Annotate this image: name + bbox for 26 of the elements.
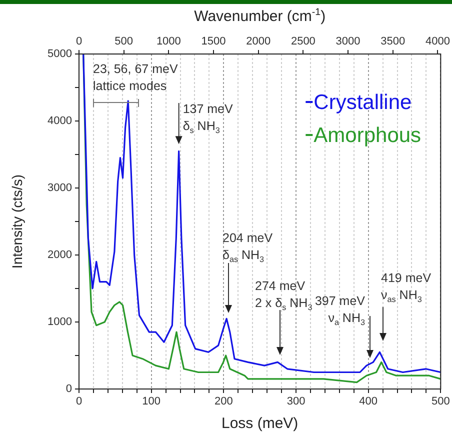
y-tick-label: 3000 <box>48 182 72 194</box>
x2-tick-label: 4000 <box>425 35 450 48</box>
annotation: 23, 56, 67 meV lattice modes <box>93 62 178 93</box>
y-tick-label: 1000 <box>48 316 72 328</box>
x2-tick-label: 3500 <box>380 35 406 48</box>
x-tick-label: 200 <box>214 396 233 408</box>
y-tick-label: 2000 <box>48 249 72 262</box>
y-tick-label: 5000 <box>48 48 72 60</box>
x2-tick-label: 2500 <box>290 35 316 48</box>
x2-tick-label: 0 <box>76 35 82 48</box>
y-axis-title: Intensity (cts/s) <box>9 174 25 269</box>
y-tick-label: 0 <box>66 383 72 396</box>
legend-label: Crystalline <box>314 91 412 114</box>
x2-tick-label: 2000 <box>246 35 271 48</box>
x2-tick-label: 1500 <box>201 35 226 48</box>
y-tick-label: 4000 <box>48 115 72 128</box>
x-axis-title: Loss (meV) <box>221 415 298 432</box>
x2-tick-label: 3000 <box>336 35 360 48</box>
x-tick-label: 400 <box>359 396 378 408</box>
x-tick-label: 300 <box>286 396 306 408</box>
x-tick-label: 100 <box>142 396 161 408</box>
x2-tick-label: 500 <box>114 35 134 48</box>
x-tick-label: 500 <box>431 396 450 408</box>
x2-tick-label: 1000 <box>156 35 181 48</box>
x-tick-label: 0 <box>76 396 82 408</box>
legend-label: Amorphous <box>314 124 422 147</box>
